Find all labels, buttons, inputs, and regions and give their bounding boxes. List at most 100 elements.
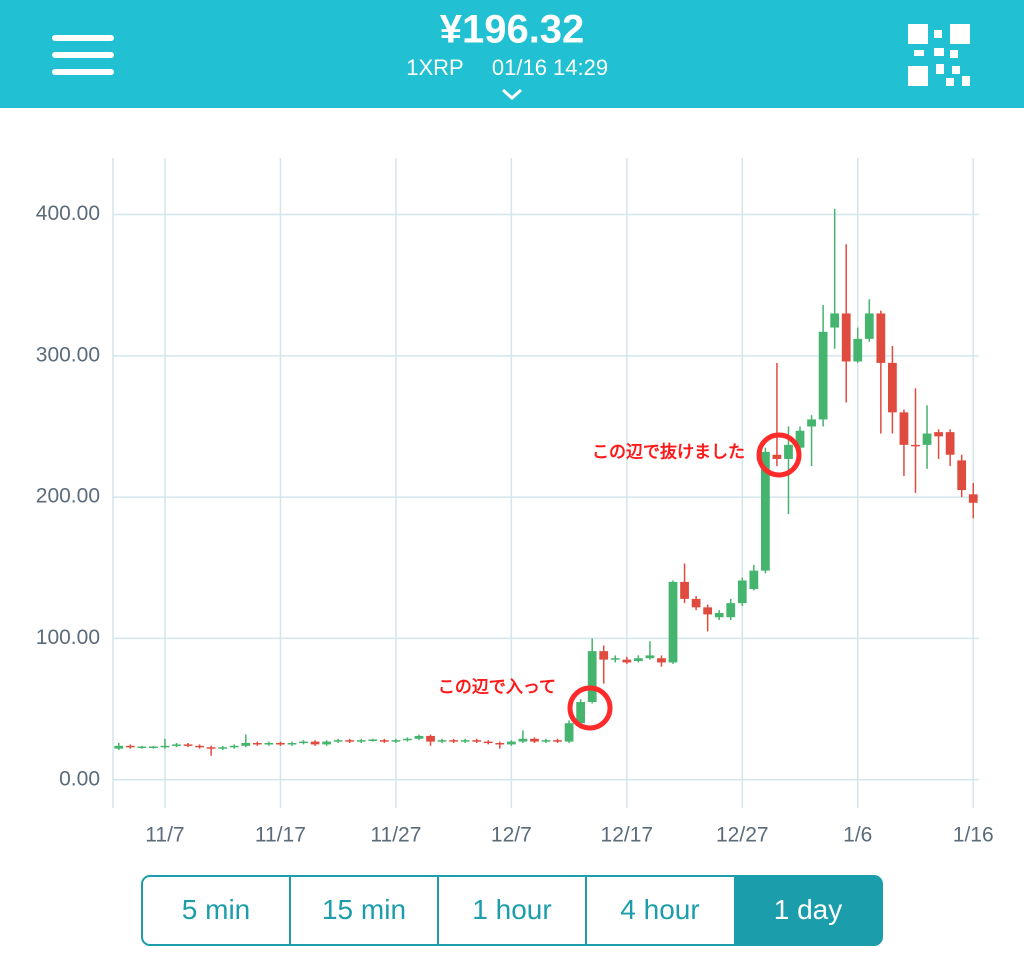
- candle-body: [437, 740, 447, 742]
- candle-body: [518, 738, 528, 742]
- candle-body: [368, 739, 378, 741]
- candle-body: [657, 658, 666, 663]
- annotation: この辺で抜けました: [592, 441, 745, 461]
- chart: 0.00 100.00 200.00 300.00 400.00 11/7 11/17 11/…: [36, 158, 994, 847]
- candle-body: [564, 723, 574, 742]
- highlight-circle: [756, 432, 802, 478]
- candle-body: [483, 741, 493, 744]
- candle-body: [229, 745, 239, 748]
- candle-body: [379, 740, 389, 742]
- timestamp: 01/16 14:29: [492, 55, 608, 80]
- candle-body: [506, 741, 516, 745]
- candle-body: [599, 651, 609, 660]
- x-tick-label: 1/16: [953, 824, 994, 847]
- x-tick-label: 12/17: [601, 824, 654, 847]
- interval-button[interactable]: 5 min: [182, 894, 250, 925]
- header-bar: [0, 0, 1024, 108]
- x-tick-label: 12/27: [716, 824, 769, 847]
- dropdown-chevron[interactable]: [502, 88, 522, 101]
- interval-selector: 5 min 15 min 1 hour 4 hour 1 day: [141, 875, 883, 946]
- candle-body: [911, 444, 920, 447]
- candle-body: [899, 412, 909, 445]
- candle-body: [957, 460, 967, 491]
- candle-body: [772, 454, 782, 459]
- candle-body: [691, 598, 701, 608]
- candle-body: [114, 745, 124, 749]
- candle-body: [576, 702, 586, 724]
- candle-body: [749, 570, 759, 589]
- y-tick-label: 100.00: [36, 626, 100, 649]
- candle-body: [853, 338, 863, 362]
- candle-body: [195, 745, 204, 748]
- candle-body: [553, 740, 562, 742]
- candle-body: [737, 580, 747, 604]
- menu-button[interactable]: [52, 35, 114, 75]
- y-tick-label: 300.00: [36, 343, 100, 366]
- price: ¥196.32: [440, 8, 585, 52]
- candle-body: [137, 746, 147, 749]
- qr-button[interactable]: [908, 24, 970, 86]
- x-tick-label: 11/27: [370, 824, 421, 847]
- candle-body: [633, 658, 643, 662]
- candle-body: [403, 738, 412, 741]
- candle-body: [264, 743, 274, 745]
- interval-button[interactable]: 1 hour: [472, 894, 551, 925]
- candle-body: [726, 603, 736, 618]
- candle-body: [206, 747, 216, 749]
- candle-body: [252, 743, 262, 745]
- candle-body: [945, 432, 955, 455]
- candle-body: [714, 613, 724, 618]
- candle-body: [172, 744, 181, 746]
- x-tick-label: 11/17: [255, 824, 306, 847]
- candle-body: [125, 745, 135, 748]
- candle-body: [391, 740, 401, 742]
- candle-body: [241, 743, 251, 746]
- candle-body: [472, 740, 482, 742]
- candle-body: [426, 735, 435, 742]
- y-tick-label: 400.00: [36, 202, 100, 225]
- y-tick-label: 200.00: [36, 485, 100, 508]
- candle-body: [922, 433, 932, 445]
- x-tick-label: 11/7: [145, 824, 184, 847]
- candle-body: [888, 362, 897, 413]
- interval-button[interactable]: 15 min: [322, 894, 406, 925]
- candle-body: [276, 743, 285, 745]
- candle-body: [299, 741, 308, 744]
- candle-body: [287, 743, 297, 745]
- candle-body: [449, 740, 459, 742]
- interval-button[interactable]: 4 hour: [620, 894, 699, 925]
- candle-body: [680, 581, 689, 599]
- candle-body: [460, 740, 470, 742]
- candle-body: [807, 419, 816, 427]
- candle-body: [864, 313, 874, 339]
- x-tick-label: 12/7: [491, 824, 532, 847]
- selected-button[interactable]: [734, 876, 882, 945]
- interval-button[interactable]: 1 day: [774, 894, 843, 925]
- candle-body: [622, 659, 632, 663]
- candle-body: [818, 331, 828, 420]
- candle-body: [183, 744, 193, 746]
- candle-body: [356, 740, 366, 742]
- candle-body: [149, 746, 158, 749]
- candle-body: [587, 651, 597, 703]
- candle-body: [530, 738, 539, 742]
- x-tick-label: 1/6: [843, 824, 872, 847]
- candle-body: [795, 430, 805, 448]
- candle-body: [668, 581, 678, 663]
- candle-body: [414, 735, 424, 739]
- candle-body: [495, 743, 505, 745]
- candle-body: [645, 655, 655, 659]
- candle-body: [610, 658, 620, 660]
- candle-body: [322, 741, 332, 745]
- candle-body: [541, 740, 551, 742]
- highlight-circle: [567, 685, 613, 731]
- candle-body: [760, 451, 770, 571]
- unit: 1XRP: [406, 55, 463, 80]
- candle-body: [876, 313, 886, 363]
- y-tick-label: 0.00: [59, 767, 100, 790]
- candle-body: [934, 432, 943, 437]
- candle-body: [160, 745, 170, 748]
- candle-body: [830, 313, 840, 328]
- candle-body: [841, 313, 851, 362]
